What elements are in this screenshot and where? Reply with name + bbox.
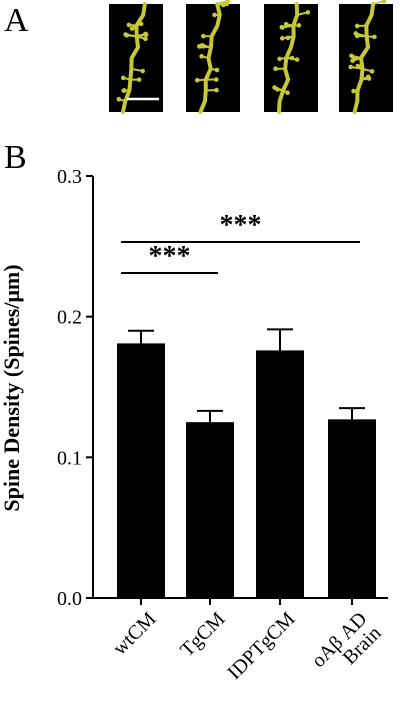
dendrite-shaft [120, 2, 147, 114]
spine-head [279, 24, 285, 30]
spine-head [199, 54, 204, 59]
spine-head [372, 34, 377, 40]
x-tick-label-line: TgCM [176, 608, 229, 661]
micrograph-2 [186, 0, 240, 114]
bar-1 [117, 343, 165, 598]
spine-head [143, 32, 149, 38]
significance-markers: *** *** [121, 210, 360, 274]
x-tick-label: wtCM [109, 608, 161, 660]
bars [117, 343, 376, 598]
error-bars [128, 328, 365, 423]
spine-head [116, 96, 122, 102]
spine-head [354, 23, 360, 29]
spine-head [348, 64, 354, 70]
x-tick-label-line: IDPTgCM [223, 608, 299, 684]
spine-head [277, 56, 282, 62]
y-ticks: 0.0 0.1 0.2 0.3 [57, 166, 93, 610]
micrograph-background [339, 4, 393, 112]
spine-head [350, 58, 355, 64]
x-tick-label: TgCM [176, 608, 229, 661]
x-axis [93, 597, 388, 605]
panel-b-letter: B [4, 139, 27, 176]
y-tick-label: 0.0 [57, 588, 82, 610]
micrograph-1 [109, 2, 163, 114]
spine-head [120, 75, 126, 81]
micrograph-background [186, 4, 240, 112]
spine-head [143, 36, 148, 42]
spine-head [381, 0, 387, 4]
spine-head [349, 53, 354, 59]
y-tick-label: 0.3 [57, 166, 82, 188]
spine-head [201, 44, 207, 49]
spine-head [138, 21, 144, 27]
spine-head [129, 26, 135, 31]
spine-head [273, 66, 278, 71]
x-tick-label: IDPTgCM [223, 608, 299, 684]
spine-head [285, 90, 290, 96]
micrograph-4 [339, 0, 393, 114]
significance-label: *** [220, 210, 262, 241]
spine-head [354, 33, 360, 39]
bar-4 [328, 419, 376, 598]
spine-head [121, 88, 127, 94]
spine-head [201, 33, 206, 39]
spine-head [214, 87, 219, 93]
spine-head [123, 32, 128, 37]
bar-2 [186, 422, 234, 598]
micrograph-background [109, 4, 163, 112]
micrograph-strip [109, 0, 393, 114]
spine-head [194, 77, 200, 83]
spine-head [126, 22, 132, 28]
spine-head [296, 23, 302, 28]
panel-a-letter: A [4, 2, 29, 39]
spine-head [275, 87, 280, 92]
bar-3 [256, 350, 304, 598]
y-tick-label: 0.2 [57, 307, 82, 329]
x-tick-label-line: wtCM [109, 608, 161, 660]
spine-head [289, 55, 295, 61]
micrograph-3 [264, 2, 318, 114]
x-tick-label: oAβ ADBrain [307, 608, 385, 686]
spine-head [136, 77, 142, 82]
spine-head [212, 12, 217, 18]
y-axis-label: Spine Density (Spines/μm) [0, 264, 24, 511]
spine-head [214, 67, 220, 73]
spine-head [305, 10, 311, 15]
spine-head [225, 0, 231, 4]
spine-head [220, 2, 226, 8]
y-tick-label: 0.1 [57, 447, 82, 469]
spine-head [355, 63, 361, 69]
spine-head [213, 77, 219, 82]
spine-head [283, 21, 289, 27]
spine-head [369, 69, 375, 74]
spine-head [279, 36, 285, 41]
spine-head [366, 76, 372, 81]
spine-head [140, 68, 145, 74]
spine-head [294, 57, 300, 62]
significance-label: *** [149, 241, 191, 272]
spine-head [351, 88, 356, 94]
